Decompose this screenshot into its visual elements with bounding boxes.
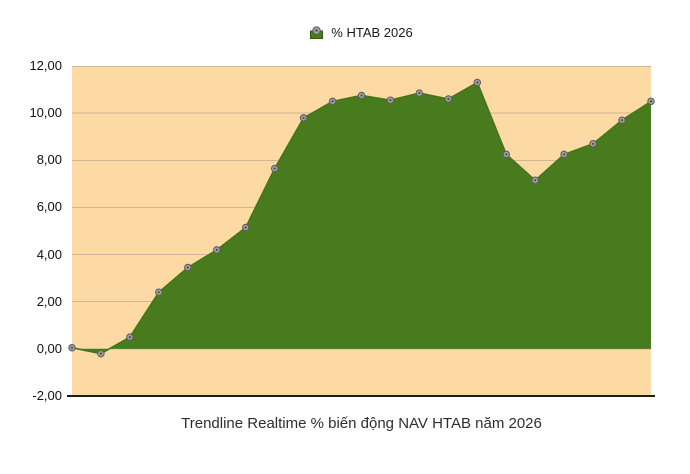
y-axis-tick-label: 4,00	[36, 246, 62, 262]
y-axis-tick-label: 2,00	[36, 293, 62, 309]
y-axis-tick-label: 10,00	[29, 105, 62, 121]
area-chart	[68, 66, 655, 358]
y-axis-labels: 12,00 10,00 8,00 6,00 4,00 2,00 0,00 -2,00	[0, 0, 62, 474]
y-axis-tick-label: 6,00	[36, 199, 62, 215]
x-axis-line	[67, 395, 655, 397]
area-series-swatch-icon	[310, 25, 324, 39]
y-axis-tick-label: 0,00	[36, 340, 62, 356]
legend-series-label: % HTAB 2026	[331, 24, 413, 40]
chart-legend: % HTAB 2026	[72, 23, 651, 41]
y-axis-tick-label: 8,00	[36, 152, 62, 168]
y-axis-tick-label: 12,00	[29, 58, 62, 73]
plot-area	[68, 66, 655, 396]
chart-title: Trendline Realtime % biến động NAV HTAB …	[181, 415, 542, 432]
y-axis-tick-label: -2,00	[32, 388, 62, 403]
